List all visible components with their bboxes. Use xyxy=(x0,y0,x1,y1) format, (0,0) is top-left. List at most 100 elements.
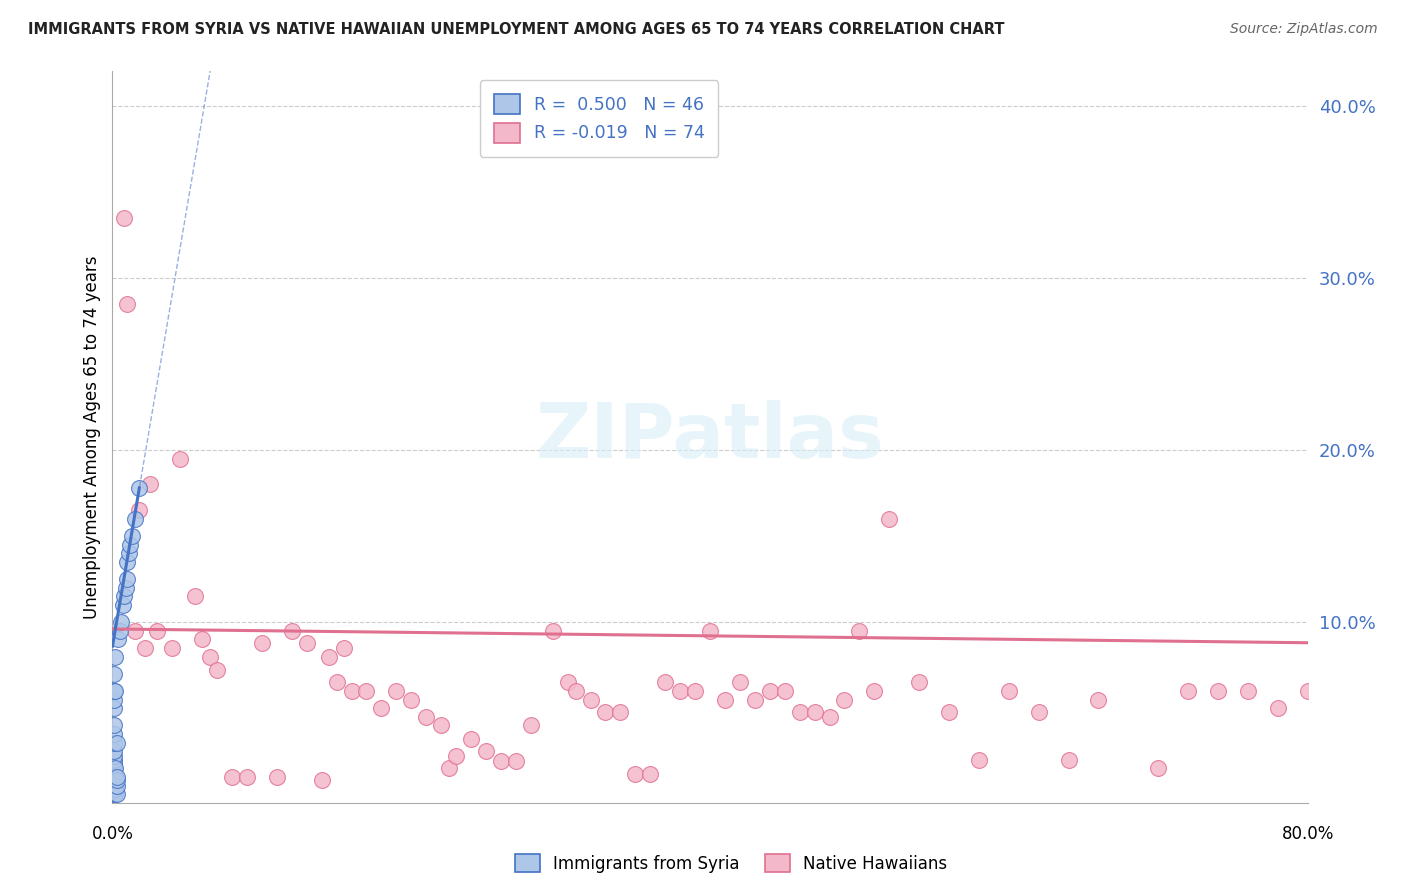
Point xyxy=(191,632,214,647)
Point xyxy=(105,787,128,801)
Point xyxy=(117,296,139,310)
Point xyxy=(475,744,498,758)
Point xyxy=(683,684,706,698)
Point xyxy=(318,649,340,664)
Point xyxy=(654,675,676,690)
Point xyxy=(595,705,617,719)
Point xyxy=(169,451,191,466)
Point xyxy=(505,755,527,769)
Point xyxy=(103,744,125,758)
Point xyxy=(444,749,467,764)
Point xyxy=(863,684,886,698)
Legend: Immigrants from Syria, Native Hawaiians: Immigrants from Syria, Native Hawaiians xyxy=(509,847,953,880)
Point xyxy=(714,692,737,706)
Point xyxy=(103,666,125,681)
Point xyxy=(356,684,378,698)
Point xyxy=(120,538,142,552)
Point xyxy=(803,705,825,719)
Point xyxy=(385,684,408,698)
Point xyxy=(114,211,135,225)
Point xyxy=(103,766,125,780)
Point xyxy=(430,718,453,732)
Text: 0.0%: 0.0% xyxy=(91,825,134,843)
Point xyxy=(128,481,150,495)
Point xyxy=(415,710,437,724)
Point xyxy=(370,701,392,715)
Point xyxy=(103,701,125,715)
Point xyxy=(759,684,782,698)
Text: ZIPatlas: ZIPatlas xyxy=(536,401,884,474)
Point xyxy=(103,782,125,797)
Point xyxy=(103,684,125,698)
Point xyxy=(1267,701,1289,715)
Point xyxy=(103,749,125,764)
Point xyxy=(848,624,870,638)
Point xyxy=(103,718,125,732)
Point xyxy=(1206,684,1229,698)
Text: 80.0%: 80.0% xyxy=(1281,825,1334,843)
Point xyxy=(117,555,139,569)
Y-axis label: Unemployment Among Ages 65 to 74 years: Unemployment Among Ages 65 to 74 years xyxy=(83,255,101,619)
Point xyxy=(103,783,125,797)
Point xyxy=(117,572,139,586)
Point xyxy=(236,770,259,784)
Point xyxy=(105,735,128,749)
Point xyxy=(110,615,132,629)
Legend: R =  0.500   N = 46, R = -0.019   N = 74: R = 0.500 N = 46, R = -0.019 N = 74 xyxy=(479,80,718,157)
Point xyxy=(146,624,169,638)
Point xyxy=(103,692,125,706)
Point xyxy=(104,773,127,788)
Point xyxy=(198,649,221,664)
Point xyxy=(333,640,356,655)
Point xyxy=(1177,684,1199,698)
Point xyxy=(103,753,125,767)
Point xyxy=(105,773,128,788)
Text: Source: ZipAtlas.com: Source: ZipAtlas.com xyxy=(1230,22,1378,37)
Point xyxy=(1147,761,1170,775)
Point xyxy=(998,684,1021,698)
Point xyxy=(104,649,127,664)
Point xyxy=(489,755,512,769)
Point xyxy=(118,546,141,560)
Point xyxy=(281,624,304,638)
Point xyxy=(115,581,138,595)
Point xyxy=(1296,684,1319,698)
Point xyxy=(111,598,134,612)
Point xyxy=(1028,705,1050,719)
Point xyxy=(107,632,129,647)
Point xyxy=(557,675,579,690)
Point xyxy=(541,624,564,638)
Point xyxy=(967,753,990,767)
Point xyxy=(103,773,125,788)
Point xyxy=(1237,684,1260,698)
Point xyxy=(104,787,127,801)
Point xyxy=(401,692,423,706)
Point xyxy=(104,779,127,793)
Point xyxy=(183,589,205,603)
Point xyxy=(103,727,125,741)
Point xyxy=(205,663,228,677)
Point xyxy=(103,770,125,784)
Point xyxy=(609,705,631,719)
Point xyxy=(669,684,692,698)
Point xyxy=(437,761,460,775)
Point xyxy=(834,692,856,706)
Point xyxy=(266,770,288,784)
Point xyxy=(162,640,183,655)
Point xyxy=(250,636,273,650)
Point xyxy=(104,770,127,784)
Point xyxy=(134,640,156,655)
Point xyxy=(103,761,125,775)
Point xyxy=(108,624,131,638)
Point xyxy=(564,684,586,698)
Point xyxy=(789,705,811,719)
Point xyxy=(325,675,347,690)
Point xyxy=(104,761,127,775)
Point xyxy=(728,675,751,690)
Point xyxy=(103,787,125,801)
Point xyxy=(460,732,482,747)
Point xyxy=(221,770,243,784)
Point xyxy=(744,692,766,706)
Point xyxy=(103,756,125,771)
Point xyxy=(105,779,128,793)
